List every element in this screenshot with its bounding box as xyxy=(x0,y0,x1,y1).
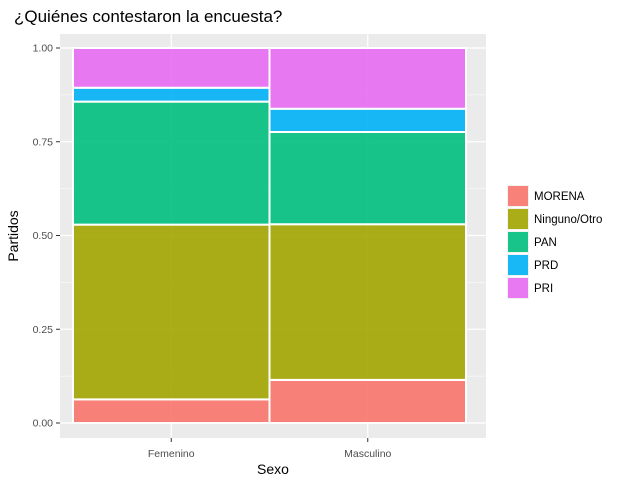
y-tick-label: 0.75 xyxy=(33,136,54,148)
bar-segment xyxy=(268,131,467,226)
bar-segment xyxy=(72,47,271,89)
bar-segment xyxy=(72,398,271,424)
bar-segment xyxy=(268,223,467,381)
x-tick-label: Masculino xyxy=(344,448,391,460)
legend-swatch xyxy=(508,186,528,206)
bar-segment xyxy=(268,107,467,133)
y-tick-label: 0.00 xyxy=(33,418,54,430)
legend-swatch xyxy=(508,232,528,252)
legend-label: PAN xyxy=(534,237,557,249)
x-axis: Femenino Masculino xyxy=(148,438,392,460)
bar-segment xyxy=(268,47,467,110)
legend-swatch xyxy=(508,209,528,229)
legend-swatch xyxy=(508,278,528,298)
legend-label: Ninguno/Otro xyxy=(534,214,602,226)
legend-label: PRI xyxy=(534,283,553,295)
legend-label: PRD xyxy=(534,260,558,272)
x-axis-title: Sexo xyxy=(257,461,289,477)
y-axis: 0.00 0.25 0.50 0.75 1.00 xyxy=(33,43,60,430)
y-tick-label: 0.50 xyxy=(33,230,54,242)
legend-swatch xyxy=(508,255,528,275)
x-tick-label: Femenino xyxy=(148,448,195,460)
bars xyxy=(72,47,467,424)
bar-segment xyxy=(72,100,271,226)
y-tick-label: 1.00 xyxy=(33,43,54,55)
bar-segment xyxy=(268,378,467,424)
y-axis-title: Partidos xyxy=(5,210,21,261)
chart-title: ¿Quiénes contestaron la encuesta? xyxy=(14,7,282,26)
y-tick-label: 0.25 xyxy=(33,324,54,336)
bar-segment xyxy=(72,86,271,103)
legend: MORENA Ninguno/Otro PAN PRD PRI xyxy=(507,185,602,299)
legend-label: MORENA xyxy=(534,191,585,203)
bar-segment xyxy=(72,223,271,401)
